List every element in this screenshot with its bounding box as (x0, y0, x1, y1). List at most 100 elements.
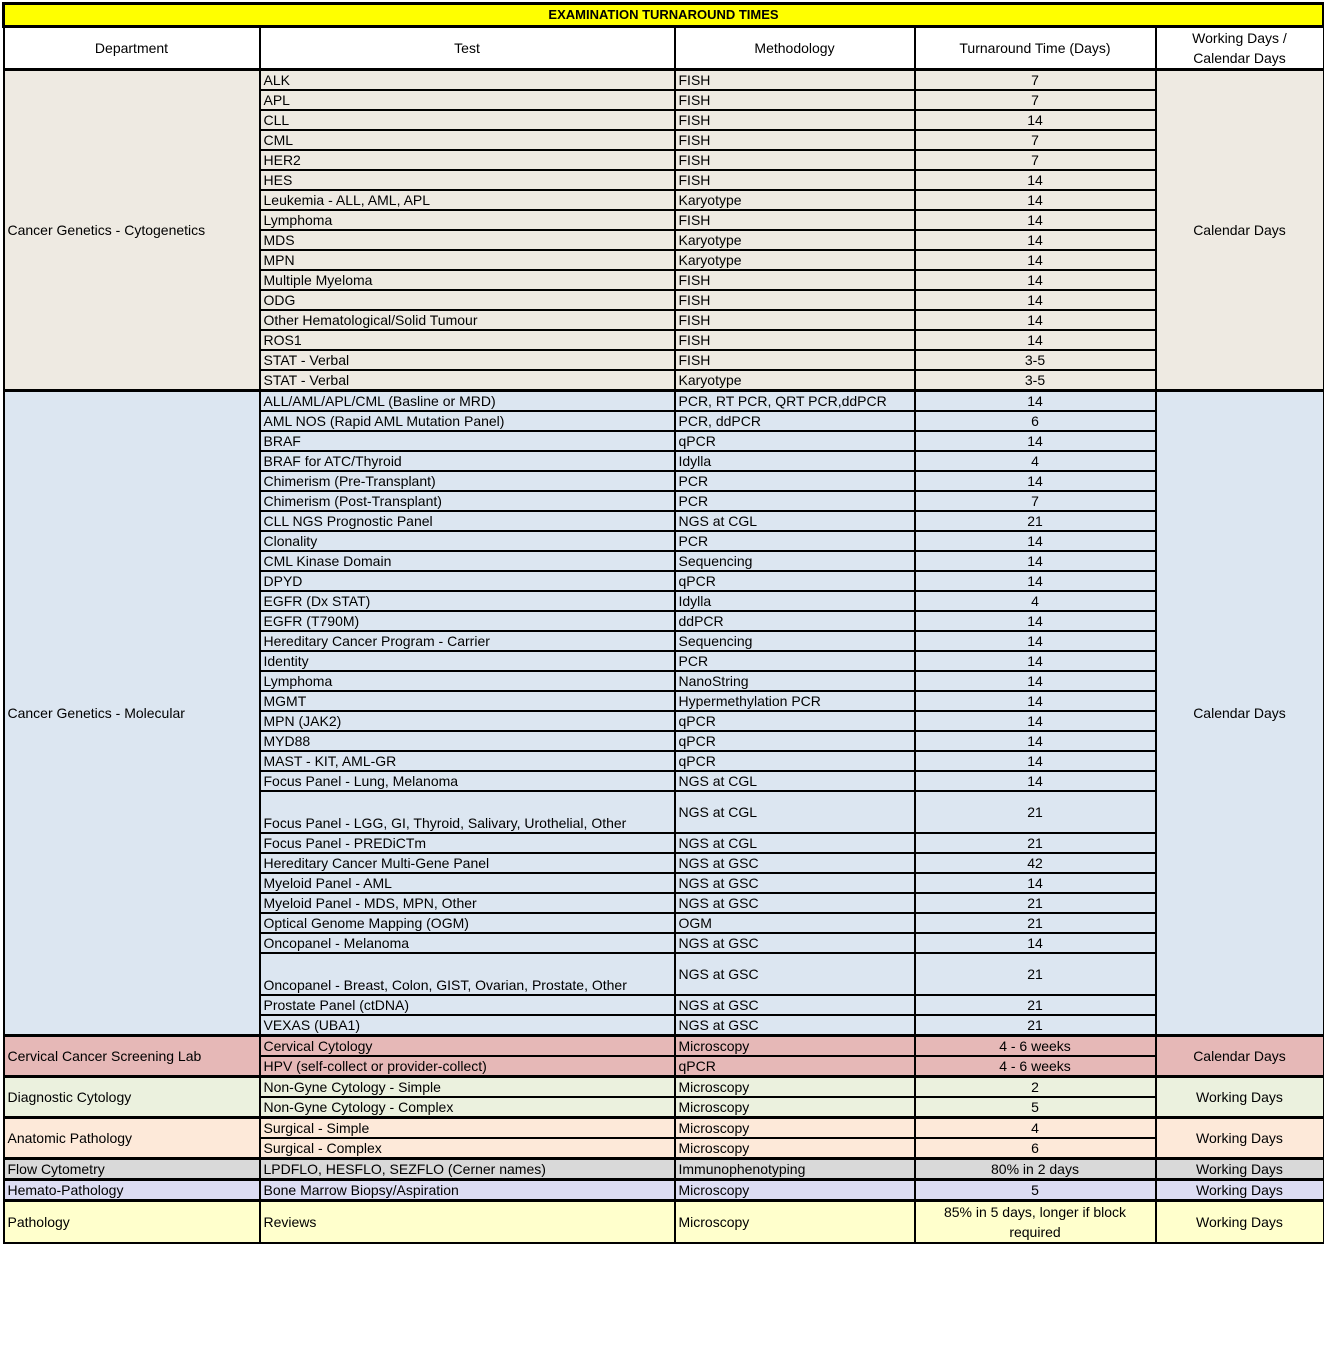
test-cell: CLL (258, 109, 676, 131)
turnaround-cell: 7 (913, 149, 1157, 171)
department-cell: Cancer Genetics - Cytogenetics (2, 68, 261, 392)
day-type-cell: Working Days (1154, 1075, 1324, 1119)
methodology-cell: Hypermethylation PCR (673, 690, 916, 712)
table-row: Lymphoma NanoString 14 (3, 670, 1324, 692)
turnaround-cell: 21 (913, 912, 1157, 934)
turnaround-cell: 14 (913, 309, 1157, 331)
turnaround-cell: 4 - 6 weeks (913, 1034, 1157, 1057)
turnaround-cell: 21 (913, 832, 1157, 854)
day-type-cell: Working Days (1154, 1116, 1324, 1160)
methodology-cell: qPCR (673, 730, 916, 752)
table-row: Cancer Genetics - Cytogenetics ALK FISH 7 Ca… (2, 68, 1324, 392)
test-cell: HES (258, 169, 676, 191)
table-row: MAST - KIT, AML-GR qPCR 14 (3, 750, 1324, 772)
table-row: MPN Karyotype 14 (3, 249, 1324, 271)
methodology-cell: NGS at GSC (673, 852, 916, 874)
methodology-cell: PCR, RT PCR, QRT PCR,ddPCR (673, 389, 916, 412)
table-row: Chimerism (Post-Transplant) PCR 7 (3, 490, 1324, 512)
test-cell: ALL/AML/APL/CML (Basline or MRD) (258, 389, 676, 412)
methodology-cell: FISH (673, 209, 916, 231)
table-row: Myeloid Panel - AML NGS at GSC 14 (3, 872, 1324, 894)
test-cell: CML Kinase Domain (258, 550, 676, 572)
methodology-cell: Microscopy (673, 1096, 916, 1119)
methodology-cell: qPCR (673, 750, 916, 772)
table-row: HER2 FISH 7 (3, 149, 1324, 171)
table-row: Focus Panel - Lung, Melanoma NGS at CGL 14 (3, 770, 1324, 792)
methodology-cell: FISH (673, 329, 916, 351)
methodology-cell: Microscopy (673, 1178, 916, 1202)
methodology-cell: Microscopy (673, 1137, 916, 1160)
turnaround-cell: 14 (913, 530, 1157, 552)
methodology-cell: ddPCR (673, 610, 916, 632)
test-cell: Lymphoma (258, 670, 676, 692)
turnaround-table: EXAMINATION TURNAROUND TIMES Department … (2, 2, 1324, 1244)
turnaround-cell: 3-5 (913, 369, 1157, 392)
table-row: Surgical - Complex Microscopy 6 (3, 1137, 1324, 1160)
methodology-cell: FISH (673, 129, 916, 151)
table-row: ROS1 FISH 14 (3, 329, 1324, 351)
test-cell: Bone Marrow Biopsy/Aspiration (258, 1178, 676, 1202)
methodology-cell: FISH (673, 289, 916, 311)
methodology-cell: PCR (673, 490, 916, 512)
methodology-cell: FISH (673, 169, 916, 191)
table-row: ODG FISH 14 (3, 289, 1324, 311)
table-row: STAT - Verbal FISH 3-5 (3, 349, 1324, 371)
turnaround-cell: 14 (913, 932, 1157, 954)
methodology-cell: PCR (673, 650, 916, 672)
turnaround-cell: 14 (913, 650, 1157, 672)
test-cell: MGMT (258, 690, 676, 712)
title-row: EXAMINATION TURNAROUND TIMES (2, 2, 1324, 28)
test-cell: Prostate Panel (ctDNA) (258, 994, 676, 1016)
methodology-cell: Microscopy (673, 1075, 916, 1098)
test-cell: HPV (self-collect or provider-collect) (258, 1055, 676, 1078)
test-cell: Cervical Cytology (258, 1034, 676, 1057)
day-type-cell: Working Days (1154, 1199, 1324, 1244)
day-type-cell: Calendar Days (1154, 389, 1324, 1037)
table-row: Optical Genome Mapping (OGM) OGM 21 (3, 912, 1324, 934)
table-row: Other Hematological/Solid Tumour FISH 14 (3, 309, 1324, 331)
methodology-cell: Idylla (673, 450, 916, 472)
test-cell: Leukemia - ALL, AML, APL (258, 189, 676, 211)
table-row: Chimerism (Pre-Transplant) PCR 14 (3, 470, 1324, 492)
header-row: Department Test Methodology Turnaround T… (2, 25, 1324, 71)
methodology-cell: NGS at CGL (673, 770, 916, 792)
methodology-cell: NGS at GSC (673, 994, 916, 1016)
turnaround-cell: 14 (913, 550, 1157, 572)
turnaround-cell: 7 (913, 129, 1157, 151)
turnaround-cell: 21 (913, 892, 1157, 914)
department-cell: Flow Cytometry (2, 1157, 261, 1181)
turnaround-cell: 14 (913, 710, 1157, 732)
test-cell: Focus Panel - LGG, GI, Thyroid, Salivary… (258, 790, 676, 834)
table-row: Leukemia - ALL, AML, APL Karyotype 14 (3, 189, 1324, 211)
test-cell: MPN (258, 249, 676, 271)
table-row: MGMT Hypermethylation PCR 14 (3, 690, 1324, 712)
day-type-cell: Working Days (1154, 1157, 1324, 1181)
test-cell: CLL NGS Prognostic Panel (258, 510, 676, 532)
turnaround-cell: 14 (913, 109, 1157, 131)
turnaround-cell: 7 (913, 490, 1157, 512)
turnaround-cell: 14 (913, 872, 1157, 894)
methodology-cell: Microscopy (673, 1034, 916, 1057)
methodology-cell: NGS at GSC (673, 1014, 916, 1037)
test-cell: Optical Genome Mapping (OGM) (258, 912, 676, 934)
turnaround-cell: 14 (913, 730, 1157, 752)
methodology-cell: NGS at GSC (673, 872, 916, 894)
turnaround-cell: 21 (913, 790, 1157, 834)
turnaround-cell: 4 - 6 weeks (913, 1055, 1157, 1078)
department-cell: Anatomic Pathology (2, 1116, 261, 1160)
table-row: DPYD qPCR 14 (3, 570, 1324, 592)
day-type-cell: Working Days (1154, 1178, 1324, 1202)
methodology-cell: FISH (673, 68, 916, 91)
turnaround-cell: 21 (913, 952, 1157, 996)
test-cell: CML (258, 129, 676, 151)
methodology-cell: Microscopy (673, 1199, 916, 1244)
test-cell: Focus Panel - Lung, Melanoma (258, 770, 676, 792)
table-row: Cancer Genetics - Molecular ALL/AML/APL/C… (2, 389, 1324, 1037)
table-row: Clonality PCR 14 (3, 530, 1324, 552)
methodology-cell: NGS at CGL (673, 832, 916, 854)
test-cell: Other Hematological/Solid Tumour (258, 309, 676, 331)
test-cell: Chimerism (Pre-Transplant) (258, 470, 676, 492)
turnaround-cell: 7 (913, 68, 1157, 91)
methodology-cell: Karyotype (673, 369, 916, 392)
test-cell: Myeloid Panel - AML (258, 872, 676, 894)
